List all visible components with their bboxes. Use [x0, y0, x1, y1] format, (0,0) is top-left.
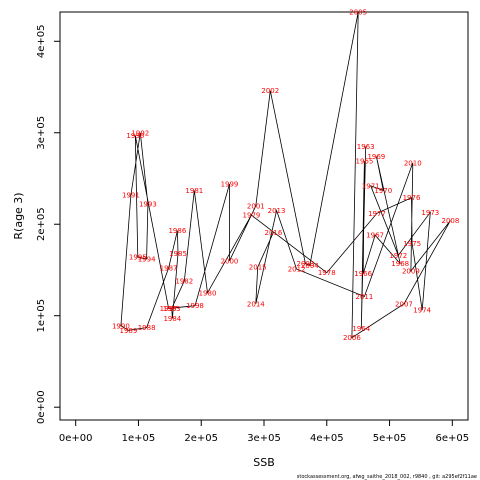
- point-label-2009: 2009: [402, 267, 420, 275]
- point-label-1971: 1971: [362, 182, 380, 190]
- point-label-1992: 1992: [131, 129, 149, 137]
- y-tick-label: 4e+05: [36, 24, 47, 58]
- point-label-2004: 2004: [301, 262, 319, 270]
- point-label-1987: 1987: [160, 265, 178, 273]
- point-label-1965: 1965: [356, 158, 374, 166]
- point-label-1984: 1984: [163, 315, 181, 323]
- point-label-1999: 1999: [221, 180, 239, 188]
- point-label-1995: 1995: [129, 254, 147, 262]
- point-label-1973: 1973: [421, 209, 439, 217]
- point-label-1968: 1968: [391, 260, 409, 268]
- x-axis-title: SSB: [253, 456, 275, 469]
- y-tick-label: 3e+05: [36, 116, 47, 150]
- point-label-2007: 2007: [395, 300, 413, 308]
- point-label-1974: 1974: [413, 307, 431, 315]
- point-label-1982: 1982: [175, 277, 193, 285]
- y-tick-label: 1e+05: [36, 299, 47, 333]
- x-tick-label: 1e+05: [122, 433, 156, 444]
- point-label-1989: 1989: [120, 327, 138, 335]
- point-label-1990: 1990: [112, 322, 130, 330]
- x-tick-label: 3e+05: [247, 433, 281, 444]
- x-tick-label: 0e+00: [59, 433, 93, 444]
- point-label-1969: 1969: [367, 153, 385, 161]
- point-label-1998: 1998: [186, 302, 204, 310]
- point-label-1981: 1981: [185, 187, 203, 195]
- footer-credit: stockassessment.org, afwg_saithe_2018_00…: [297, 474, 477, 480]
- point-label-1980: 1980: [199, 289, 217, 297]
- point-label-1991: 1991: [122, 191, 140, 199]
- plot-frame: [59, 11, 469, 421]
- point-label-1983: 1983: [163, 305, 181, 313]
- point-label-1975: 1975: [403, 240, 421, 248]
- series-line: [120, 11, 451, 339]
- point-label-1985: 1985: [169, 250, 187, 258]
- point-label-1966: 1966: [354, 270, 372, 278]
- series-line-group: [120, 11, 451, 339]
- point-label-1978: 1978: [318, 269, 336, 277]
- y-tick-label: 0e+00: [36, 390, 47, 424]
- point-label-1993: 1993: [139, 201, 157, 209]
- point-label-2000: 2000: [221, 257, 239, 265]
- point-label-1988: 1988: [138, 324, 156, 332]
- point-label-1994: 1994: [138, 255, 156, 263]
- point-label-1976: 1976: [403, 194, 421, 202]
- point-label-1970: 1970: [374, 187, 392, 195]
- x-tick-label: 2e+05: [184, 433, 218, 444]
- point-label-2010: 2010: [404, 159, 422, 167]
- point-label-1977: 1977: [368, 210, 386, 218]
- point-label-2014: 2014: [247, 300, 265, 308]
- point-label-2005: 2005: [349, 9, 367, 17]
- x-tick-label: 6e+05: [435, 433, 469, 444]
- point-label-2002: 2002: [261, 87, 279, 95]
- point-label-2008: 2008: [442, 217, 460, 225]
- point-label-2015: 2015: [249, 264, 267, 272]
- point-label-2006: 2006: [343, 334, 361, 342]
- point-label-2012: 2012: [288, 266, 306, 274]
- point-label-1997: 1997: [160, 305, 178, 313]
- y-axis-title: R(age 3): [12, 192, 25, 239]
- x-tick-label: 4e+05: [310, 433, 344, 444]
- point-label-1986: 1986: [168, 227, 186, 235]
- point-label-2016: 2016: [265, 229, 283, 237]
- point-label-1964: 1964: [352, 325, 370, 333]
- point-label-1979: 1979: [243, 212, 261, 220]
- point-label-2003: 2003: [297, 260, 315, 268]
- x-axis: 0e+00 1e+05 2e+05 3e+05 4e+05 5e+05 6e+05: [59, 420, 469, 444]
- point-label-1972: 1972: [389, 252, 407, 260]
- point-label-1967: 1967: [366, 232, 384, 240]
- point-label-1963: 1963: [357, 143, 375, 151]
- point-label-2013: 2013: [268, 207, 286, 215]
- point-label-1996: 1996: [126, 132, 144, 140]
- y-axis: 0e+00 1e+05 2e+05 3e+05 4e+05: [36, 24, 60, 424]
- point-label-2011: 2011: [356, 293, 374, 301]
- y-tick-label: 2e+05: [36, 207, 47, 241]
- point-label-2001: 2001: [247, 202, 265, 210]
- x-tick-label: 5e+05: [373, 433, 407, 444]
